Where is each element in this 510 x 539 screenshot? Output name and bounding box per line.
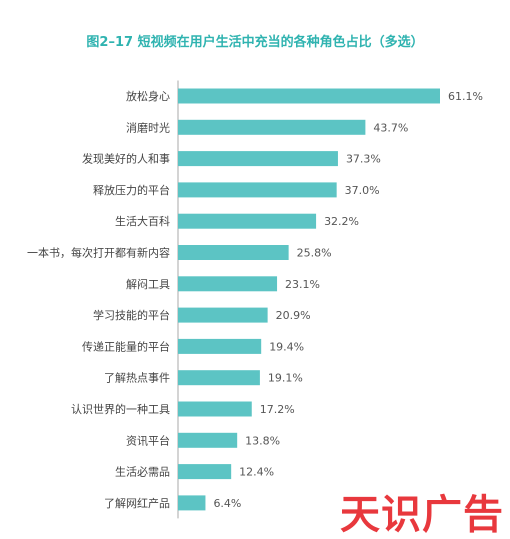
chart-title: 图2–17 短视频在用户生活中充当的各种角色占比（多选） xyxy=(86,35,424,50)
data-label: 43.7% xyxy=(373,121,408,134)
data-label: 37.3% xyxy=(346,153,381,166)
category-label: 放松身心 xyxy=(126,89,170,103)
data-label: 12.4% xyxy=(239,466,274,479)
data-label: 17.2% xyxy=(260,403,295,416)
category-label: 一本书，每次打开都有新内容 xyxy=(27,246,170,260)
data-label: 32.2% xyxy=(324,215,359,228)
bar xyxy=(178,245,289,260)
bar xyxy=(178,276,278,292)
bar xyxy=(178,151,338,167)
data-label: 19.4% xyxy=(269,340,304,353)
bar xyxy=(178,307,268,323)
data-label: 19.1% xyxy=(268,372,303,385)
category-label: 了解热点事件 xyxy=(104,371,170,385)
data-label: 61.1% xyxy=(448,90,483,103)
watermark-logo: 天识广告 xyxy=(340,492,504,538)
category-label: 了解网红产品 xyxy=(104,496,170,510)
category-label: 学习技能的平台 xyxy=(93,308,170,322)
bar xyxy=(178,432,238,448)
data-label: 23.1% xyxy=(285,278,320,291)
data-label: 20.9% xyxy=(276,309,311,322)
bar xyxy=(178,213,317,229)
category-label: 认识世界的一种工具 xyxy=(71,402,170,416)
bar xyxy=(178,338,262,354)
category-label: 发现美好的人和事 xyxy=(82,152,170,166)
category-label: 释放压力的平台 xyxy=(93,183,170,197)
bar xyxy=(178,495,206,511)
bar xyxy=(178,401,252,417)
bar xyxy=(178,119,366,135)
category-label: 生活必需品 xyxy=(115,465,170,479)
category-label: 消磨时光 xyxy=(126,120,170,134)
bar xyxy=(178,88,440,104)
bar xyxy=(178,182,337,198)
data-label: 6.4% xyxy=(213,497,241,510)
data-label: 37.0% xyxy=(345,184,380,197)
category-label: 资讯平台 xyxy=(126,433,170,447)
data-label: 13.8% xyxy=(245,434,280,447)
data-label: 25.8% xyxy=(297,247,332,260)
category-label: 生活大百科 xyxy=(115,214,170,228)
bar xyxy=(178,370,260,386)
category-label: 传递正能量的平台 xyxy=(82,339,170,353)
category-label: 解闷工具 xyxy=(126,277,170,291)
bar xyxy=(178,464,232,480)
